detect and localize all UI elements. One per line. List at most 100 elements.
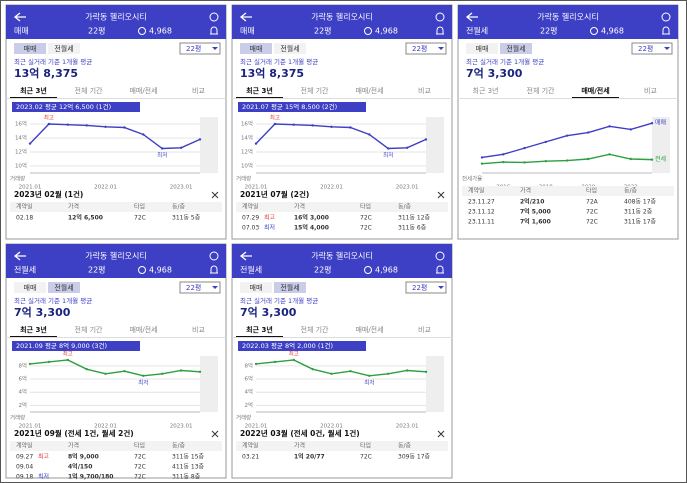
row-unit: 311동 5층 bbox=[172, 214, 201, 222]
row-date: 09.04 bbox=[16, 464, 33, 471]
size-dropdown-label[interactable]: 22평 bbox=[412, 44, 427, 53]
size-dropdown[interactable] bbox=[405, 42, 447, 55]
deal-tab-label[interactable]: 전월세 bbox=[506, 44, 525, 53]
size-dropdown-label[interactable]: 22평 bbox=[186, 44, 201, 53]
tooltip-box bbox=[12, 102, 140, 112]
back-button[interactable] bbox=[239, 12, 252, 22]
period-tab[interactable]: 비교 bbox=[192, 325, 205, 334]
price-line bbox=[29, 123, 201, 150]
back-button[interactable] bbox=[239, 251, 252, 261]
deal-tab[interactable] bbox=[240, 43, 272, 54]
detail-title: 2023년 02월 (1건) bbox=[14, 189, 83, 199]
deal-type-select[interactable]: 전월세 bbox=[466, 26, 488, 36]
deal-tab[interactable] bbox=[500, 43, 532, 54]
size-select[interactable]: 22평 bbox=[88, 26, 106, 36]
alarm-icon[interactable] bbox=[436, 26, 444, 35]
size-dropdown-label[interactable]: 22평 bbox=[412, 283, 427, 292]
period-tab[interactable]: 비교 bbox=[418, 325, 431, 334]
deal-tab[interactable] bbox=[240, 282, 272, 293]
comment-icon bbox=[138, 27, 146, 35]
size-select[interactable]: 22평 bbox=[88, 265, 106, 275]
size-dropdown-label[interactable]: 22평 bbox=[638, 44, 653, 53]
deal-tab[interactable] bbox=[48, 43, 80, 54]
period-tab[interactable]: 매매/전세 bbox=[581, 86, 609, 95]
alarm-icon[interactable] bbox=[210, 265, 218, 274]
deal-tab[interactable] bbox=[466, 43, 498, 54]
period-tab[interactable]: 매매/전세 bbox=[129, 325, 157, 334]
app-header bbox=[6, 244, 226, 278]
size-dropdown[interactable] bbox=[631, 42, 673, 55]
deal-tab-label[interactable]: 전월세 bbox=[54, 283, 73, 292]
close-button[interactable] bbox=[437, 430, 445, 438]
deal-tab-label[interactable]: 매매 bbox=[24, 45, 37, 53]
size-dropdown[interactable] bbox=[179, 281, 221, 294]
period-tab[interactable]: 전체 기간 bbox=[301, 86, 330, 95]
deal-tab-label[interactable]: 매매 bbox=[250, 284, 263, 292]
period-tab[interactable]: 매매/전세 bbox=[355, 86, 383, 95]
alarm-icon[interactable] bbox=[662, 26, 670, 35]
period-tab[interactable]: 최근 3년 bbox=[20, 325, 47, 334]
deal-tab-label[interactable]: 매매 bbox=[476, 45, 489, 53]
comment-count[interactable]: 4,968 bbox=[149, 266, 172, 275]
comment-count[interactable]: 4,968 bbox=[375, 266, 398, 275]
deal-tab-label[interactable]: 매매 bbox=[24, 284, 37, 292]
deal-tab[interactable] bbox=[48, 282, 80, 293]
size-select[interactable]: 22평 bbox=[314, 26, 332, 36]
comment-count[interactable]: 4,968 bbox=[601, 27, 624, 36]
period-tab[interactable]: 매매/전세 bbox=[355, 325, 383, 334]
size-select[interactable]: 22평 bbox=[314, 265, 332, 275]
comment-count[interactable]: 4,968 bbox=[149, 27, 172, 36]
period-tab[interactable]: 전체 기간 bbox=[527, 86, 556, 95]
period-tab[interactable]: 전체 기간 bbox=[75, 86, 104, 95]
price-point bbox=[66, 123, 69, 126]
x-tick-label: 2023.01 bbox=[396, 424, 419, 430]
back-button[interactable] bbox=[13, 12, 26, 22]
back-button[interactable] bbox=[465, 12, 478, 22]
row-price: 7억 5,000 bbox=[520, 208, 551, 216]
close-button[interactable] bbox=[211, 430, 219, 438]
period-tab[interactable]: 비교 bbox=[192, 86, 205, 95]
size-select[interactable]: 22평 bbox=[540, 26, 558, 36]
price-point bbox=[66, 358, 69, 362]
deal-tab-label[interactable]: 전월세 bbox=[54, 44, 73, 53]
x-tick-label: 2021.01 bbox=[245, 185, 268, 191]
deal-type-select[interactable]: 전월세 bbox=[14, 265, 36, 275]
favorite-icon[interactable] bbox=[209, 251, 219, 261]
period-tab[interactable]: 매매/전세 bbox=[129, 86, 157, 95]
close-button[interactable] bbox=[437, 191, 445, 199]
deal-tab-label[interactable]: 전월세 bbox=[280, 283, 299, 292]
period-tab[interactable]: 비교 bbox=[644, 86, 657, 95]
deal-tab[interactable] bbox=[274, 282, 306, 293]
high-label: 최고 bbox=[44, 114, 54, 122]
favorite-icon[interactable] bbox=[209, 12, 219, 22]
low-label: 최저 bbox=[157, 151, 167, 159]
comment-count[interactable]: 4,968 bbox=[375, 27, 398, 36]
favorite-icon[interactable] bbox=[661, 12, 671, 22]
close-button[interactable] bbox=[211, 191, 219, 199]
favorite-icon[interactable] bbox=[435, 12, 445, 22]
period-tab[interactable]: 비교 bbox=[418, 86, 431, 95]
size-dropdown[interactable] bbox=[179, 42, 221, 55]
deal-tab-label[interactable]: 매매 bbox=[250, 45, 263, 53]
back-button[interactable] bbox=[13, 251, 26, 261]
legend-entry: 전세 bbox=[655, 155, 666, 163]
period-tab[interactable]: 최근 3년 bbox=[20, 86, 47, 95]
period-tab[interactable]: 최근 3년 bbox=[473, 86, 499, 95]
deal-tab-label[interactable]: 전월세 bbox=[280, 44, 299, 53]
period-tab[interactable]: 최근 3년 bbox=[246, 86, 273, 95]
deal-type-select[interactable]: 매매 bbox=[14, 27, 29, 36]
size-dropdown[interactable] bbox=[405, 281, 447, 294]
period-tab[interactable]: 전체 기간 bbox=[75, 325, 104, 334]
deal-tab[interactable] bbox=[14, 282, 46, 293]
alarm-icon[interactable] bbox=[210, 26, 218, 35]
price-point bbox=[523, 161, 526, 164]
size-dropdown-label[interactable]: 22평 bbox=[186, 283, 201, 292]
deal-type-select[interactable]: 전월세 bbox=[240, 265, 262, 275]
alarm-icon[interactable] bbox=[436, 265, 444, 274]
deal-type-select[interactable]: 매매 bbox=[240, 27, 255, 36]
period-tab[interactable]: 전체 기간 bbox=[301, 325, 330, 334]
period-tab[interactable]: 최근 3년 bbox=[246, 325, 273, 334]
deal-tab[interactable] bbox=[14, 43, 46, 54]
deal-tab[interactable] bbox=[274, 43, 306, 54]
favorite-icon[interactable] bbox=[435, 251, 445, 261]
